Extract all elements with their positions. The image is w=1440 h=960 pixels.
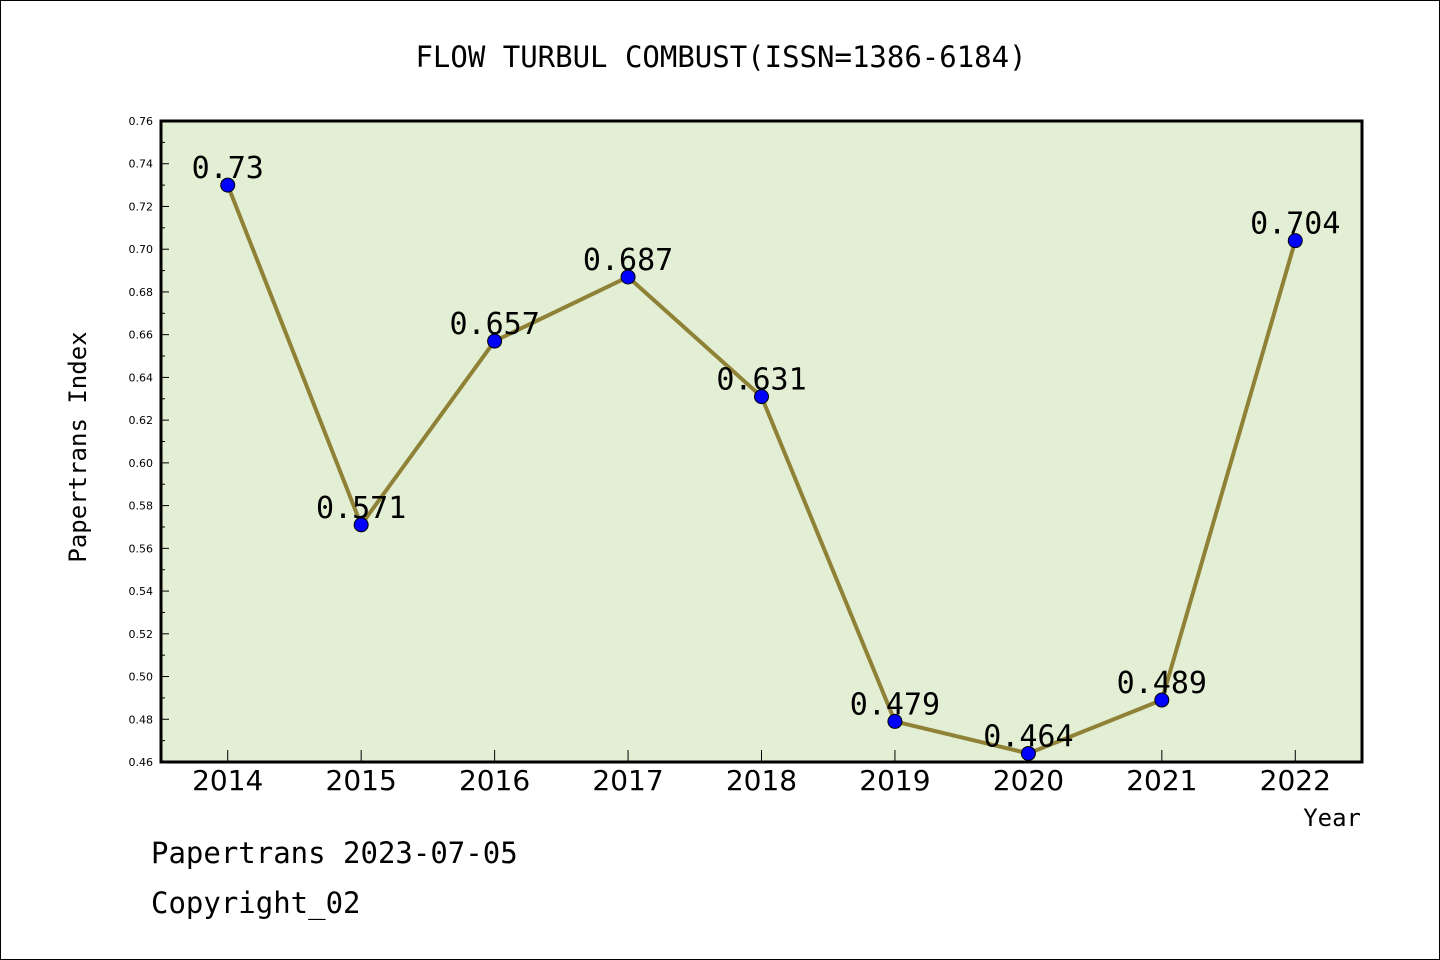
series-layer bbox=[220, 177, 1303, 761]
x-tick-label: 2017 bbox=[592, 764, 663, 797]
x-tick-label: 2022 bbox=[1260, 764, 1331, 797]
x-tick-label: 2019 bbox=[859, 764, 930, 797]
data-point bbox=[220, 177, 236, 193]
copyright-text: Copyright_02 bbox=[151, 886, 361, 920]
data-label: 0.704 bbox=[1250, 207, 1340, 242]
y-tick-label: 0.60 bbox=[129, 457, 154, 470]
y-tick-label: 0.70 bbox=[129, 243, 154, 256]
data-label: 0.489 bbox=[1117, 666, 1207, 701]
x-tick-label: 2018 bbox=[726, 764, 797, 797]
data-label: 0.73 bbox=[192, 151, 264, 186]
x-tick-label: 2016 bbox=[459, 764, 530, 797]
y-tick-label: 0.52 bbox=[129, 628, 154, 641]
data-label: 0.631 bbox=[716, 363, 806, 398]
data-point bbox=[887, 713, 903, 729]
plot-area bbox=[159, 119, 1364, 764]
y-tick-label: 0.64 bbox=[129, 371, 154, 384]
y-tick-label: 0.48 bbox=[129, 713, 154, 726]
x-tick-label: 2020 bbox=[993, 764, 1064, 797]
x-axis: 2014 2015 2016 2017 2018 2019 2020 2021 2022 bbox=[192, 750, 1331, 797]
x-tick-label: 2014 bbox=[192, 764, 263, 797]
y-tick-label: 0.68 bbox=[129, 286, 154, 299]
data-point bbox=[1154, 692, 1170, 708]
y-tick-label: 0.74 bbox=[129, 158, 154, 171]
data-point bbox=[487, 333, 503, 349]
y-axis-title: Papertrans Index bbox=[64, 331, 92, 562]
data-point bbox=[353, 517, 369, 533]
x-tick-label: 2015 bbox=[326, 764, 397, 797]
y-tick-label: 0.72 bbox=[129, 200, 154, 213]
data-point bbox=[754, 389, 769, 405]
y-tick-label: 0.62 bbox=[129, 414, 154, 427]
x-tick-label: 2021 bbox=[1126, 764, 1197, 797]
y-axis: 0.46 0.48 0.50 0.52 0.54 0.56 0.58 0.60 0.62 0.64… bbox=[129, 115, 169, 769]
data-label: 0.687 bbox=[583, 243, 673, 278]
y-tick-label: 0.50 bbox=[129, 671, 154, 684]
chart-title: FLOW TURBUL COMBUST(ISSN=1386-6184) bbox=[415, 40, 1026, 74]
data-label: 0.479 bbox=[850, 687, 940, 722]
y-tick-label: 0.58 bbox=[129, 500, 154, 513]
y-tick-label: 0.46 bbox=[129, 756, 154, 769]
y-tick-label: 0.76 bbox=[129, 115, 154, 128]
y-tick-label: 0.66 bbox=[129, 329, 154, 342]
data-labels: 0.73 0.571 0.657 0.687 0.631 0.479 0.464 0.489 0… bbox=[192, 151, 1341, 754]
y-tick-label: 0.56 bbox=[129, 542, 154, 555]
data-label: 0.657 bbox=[449, 307, 539, 342]
data-label: 0.571 bbox=[316, 491, 406, 526]
source-date: Papertrans 2023-07-05 bbox=[151, 836, 518, 870]
data-label: 0.464 bbox=[983, 719, 1073, 754]
x-axis-title: Year bbox=[1303, 804, 1361, 832]
data-point bbox=[620, 269, 636, 285]
data-point bbox=[1020, 745, 1036, 761]
y-tick-label: 0.54 bbox=[129, 585, 154, 598]
data-point bbox=[1287, 233, 1303, 249]
